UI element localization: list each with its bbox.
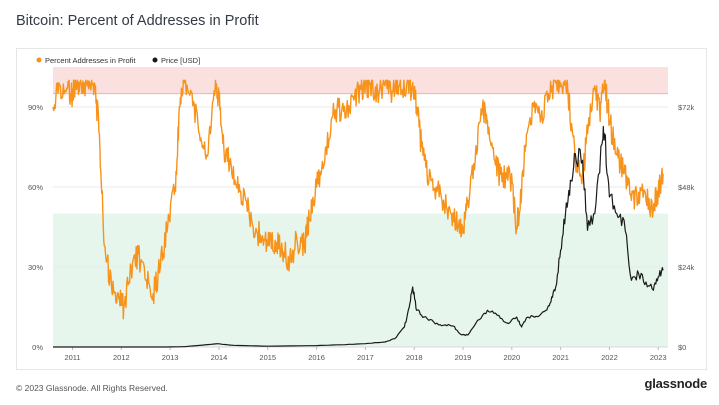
x-tick-label: 2016 xyxy=(308,353,325,362)
y-left-tick-label: 0% xyxy=(32,343,43,352)
x-tick-label: 2012 xyxy=(113,353,130,362)
legend-marker-profit xyxy=(36,57,42,63)
x-tick-label: 2018 xyxy=(406,353,423,362)
page-title: Bitcoin: Percent of Addresses in Profit xyxy=(16,13,259,29)
y-left-tick-label: 90% xyxy=(28,103,43,112)
x-tick-label: 2021 xyxy=(552,353,569,362)
x-tick-label: 2017 xyxy=(357,353,374,362)
y-right-tick-label: $0 xyxy=(678,343,686,352)
x-tick-label: 2011 xyxy=(64,353,80,362)
y-left-tick-label: 60% xyxy=(28,183,43,192)
x-tick-label: 2013 xyxy=(162,353,179,362)
x-tick-label: 2023 xyxy=(650,353,667,362)
x-tick-label: 2020 xyxy=(503,353,520,362)
x-tick-label: 2019 xyxy=(455,353,472,362)
x-tick-label: 2022 xyxy=(601,353,618,362)
legend-label-price: Price [USD] xyxy=(161,56,200,65)
legend-label-profit: Percent Addresses in Profit xyxy=(45,56,136,65)
y-right-tick-label: $72k xyxy=(678,103,695,112)
chart: 0% 30% 60% 90% $0 $24k $48k $72k 2011 2012 2013 201… xyxy=(28,56,695,362)
copyright-footer: © 2023 Glassnode. All Rights Reserved. xyxy=(16,383,168,393)
y-left-tick-label: 30% xyxy=(28,263,43,272)
x-tick-label: 2015 xyxy=(259,353,276,362)
legend-marker-price xyxy=(152,57,158,63)
glassnode-logo: glassnode xyxy=(644,376,708,391)
y-right-tick-label: $48k xyxy=(678,183,695,192)
x-tick-label: 2014 xyxy=(211,353,228,362)
y-right-tick-label: $24k xyxy=(678,263,695,272)
series-line-profit xyxy=(52,79,664,320)
series-line-price xyxy=(53,125,664,348)
chart-card: glassnode 0%30%60%90%$0$24k$48k$72k20112… xyxy=(16,48,707,370)
